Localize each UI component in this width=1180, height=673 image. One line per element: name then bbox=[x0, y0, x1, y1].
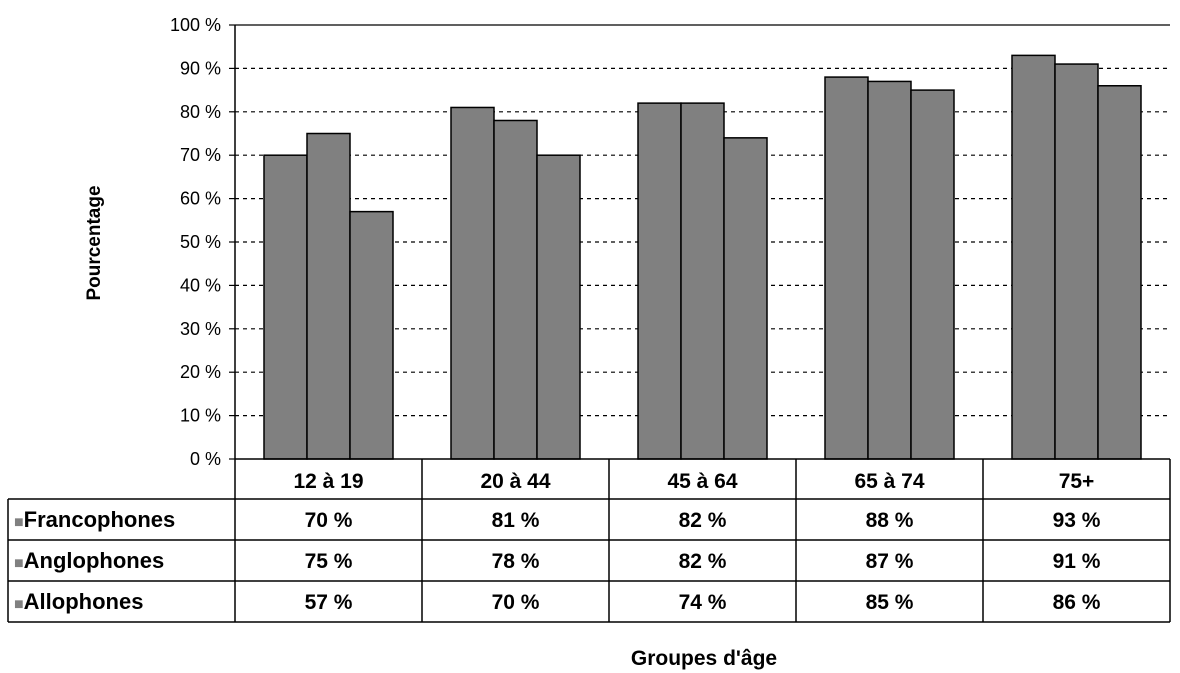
bar bbox=[1054, 63, 1099, 460]
bar bbox=[306, 132, 351, 460]
data-label: 91 % bbox=[1053, 550, 1101, 573]
data-label: 70 % bbox=[305, 509, 353, 532]
bar bbox=[1097, 85, 1142, 460]
y-tick-label: 40 % bbox=[180, 275, 221, 295]
y-tick-label: 70 % bbox=[180, 145, 221, 165]
data-label: 78 % bbox=[492, 550, 540, 573]
data-label: 75 % bbox=[305, 550, 353, 573]
data-label: 87 % bbox=[866, 550, 914, 573]
data-table: 12 à 19 20 à 44 45 à 64 65 à 74 75+ ■Francoph… bbox=[7, 459, 1171, 623]
y-tick-label: 50 % bbox=[180, 232, 221, 252]
bar bbox=[349, 210, 394, 460]
bar bbox=[493, 119, 538, 460]
x-tick-label: 20 à 44 bbox=[480, 470, 550, 493]
data-label: 82 % bbox=[679, 509, 727, 532]
x-tick-label: 45 à 64 bbox=[667, 470, 737, 493]
x-tick-label: 75+ bbox=[1059, 470, 1095, 493]
y-tick-label: 10 % bbox=[180, 406, 221, 426]
data-label: 57 % bbox=[305, 591, 353, 614]
x-axis-label: Groupes d'âge bbox=[631, 647, 777, 670]
bar bbox=[536, 154, 581, 460]
bar bbox=[450, 106, 495, 460]
y-tick-label: 0 % bbox=[190, 449, 221, 469]
y-tick-label: 20 % bbox=[180, 362, 221, 382]
bar bbox=[637, 102, 682, 460]
data-label: 74 % bbox=[679, 591, 727, 614]
y-tick-label: 30 % bbox=[180, 319, 221, 339]
data-label: 88 % bbox=[866, 509, 914, 532]
y-tick-label: 100 % bbox=[170, 15, 221, 35]
y-axis-label: Pourcentage bbox=[84, 185, 105, 300]
data-label: 82 % bbox=[679, 550, 727, 573]
bars bbox=[263, 54, 1142, 460]
bar bbox=[910, 89, 955, 460]
x-tick-label: 65 à 74 bbox=[854, 470, 924, 493]
y-tick-label: 90 % bbox=[180, 58, 221, 78]
axes bbox=[234, 25, 1170, 460]
data-label: 70 % bbox=[492, 591, 540, 614]
legend-entry: ■Anglophones bbox=[14, 548, 164, 573]
y-tick-label: 80 % bbox=[180, 102, 221, 122]
bar bbox=[680, 102, 725, 460]
bar bbox=[824, 76, 869, 460]
y-axis-ticks: 0 % 10 % 20 % 30 % 40 % 50 % 60 % 70 % 80 % 90 % 1… bbox=[170, 15, 235, 469]
y-tick-label: 60 % bbox=[180, 189, 221, 209]
legend-entry: ■Francophones bbox=[14, 507, 175, 532]
data-label: 86 % bbox=[1053, 591, 1101, 614]
data-label: 93 % bbox=[1053, 509, 1101, 532]
x-tick-label: 12 à 19 bbox=[293, 470, 363, 493]
bar bbox=[867, 80, 912, 460]
data-label: 81 % bbox=[492, 509, 540, 532]
data-label: 85 % bbox=[866, 591, 914, 614]
legend-entry: ■Allophones bbox=[14, 589, 143, 614]
bar bbox=[263, 154, 308, 460]
bar bbox=[1011, 54, 1056, 460]
bar bbox=[723, 137, 768, 460]
